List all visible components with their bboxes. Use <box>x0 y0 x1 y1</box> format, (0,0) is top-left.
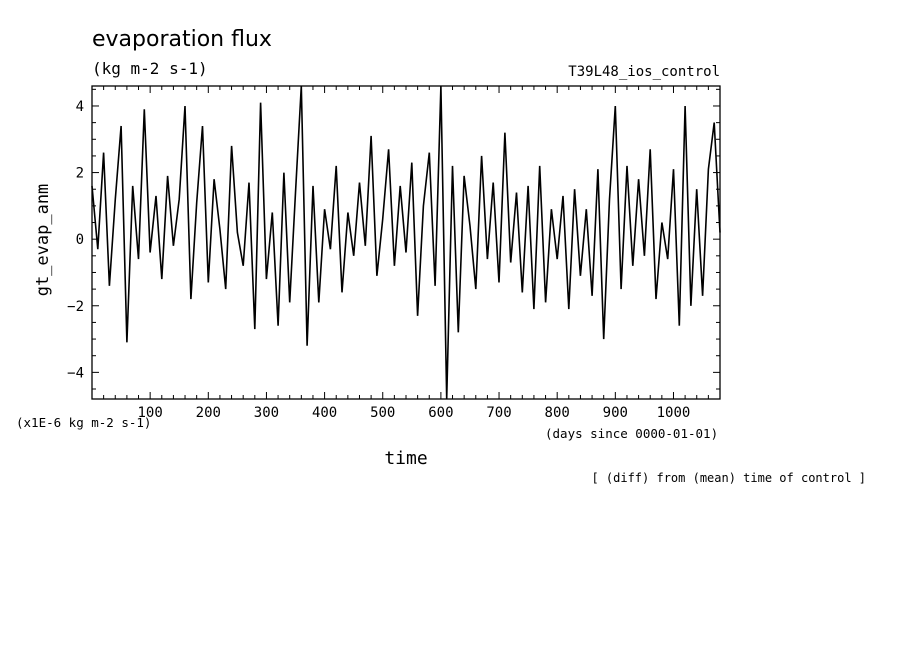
axis-ticks <box>92 86 720 399</box>
y-tick-label: −4 <box>67 365 84 381</box>
y-axis-label: gt_evap_anm <box>33 184 53 297</box>
series-line <box>91 85 721 400</box>
y-scale-note: (x1E-6 kg m-2 s-1) <box>16 415 151 430</box>
x-tick-label: 900 <box>603 405 628 421</box>
x-tick-label: 1000 <box>657 405 691 421</box>
footer-note: [ (diff) from (mean) time of control ] <box>591 471 866 485</box>
x-tick-label: 300 <box>254 405 279 421</box>
chart-title: evaporation flux <box>92 27 272 52</box>
x-tick-label: 100 <box>137 405 162 421</box>
y-tick-label: 0 <box>76 232 84 248</box>
axis-tick-labels: 100 200 300 400 500 600 700 800 900 1000 −4 −2 0 2 4 <box>67 99 690 421</box>
chart-units: (kg m-2 s-1) <box>92 59 208 78</box>
y-tick-label: −2 <box>67 299 84 315</box>
x-tick-label: 800 <box>545 405 570 421</box>
x-tick-label: 700 <box>486 405 511 421</box>
x-tick-label: 600 <box>428 405 453 421</box>
x-tick-label: 500 <box>370 405 395 421</box>
experiment-label: T39L48_ios_control <box>568 64 720 80</box>
x-tick-label: 200 <box>196 405 221 421</box>
y-tick-label: 2 <box>76 166 84 182</box>
x-units-label: (days since 0000-01-01) <box>545 426 718 441</box>
x-axis-label: time <box>384 448 427 469</box>
x-tick-label: 400 <box>312 405 337 421</box>
y-tick-label: 4 <box>76 99 84 115</box>
plot-area: 100 200 300 400 500 600 700 800 900 1000 −4 −2 0 2 4 <box>67 85 721 421</box>
